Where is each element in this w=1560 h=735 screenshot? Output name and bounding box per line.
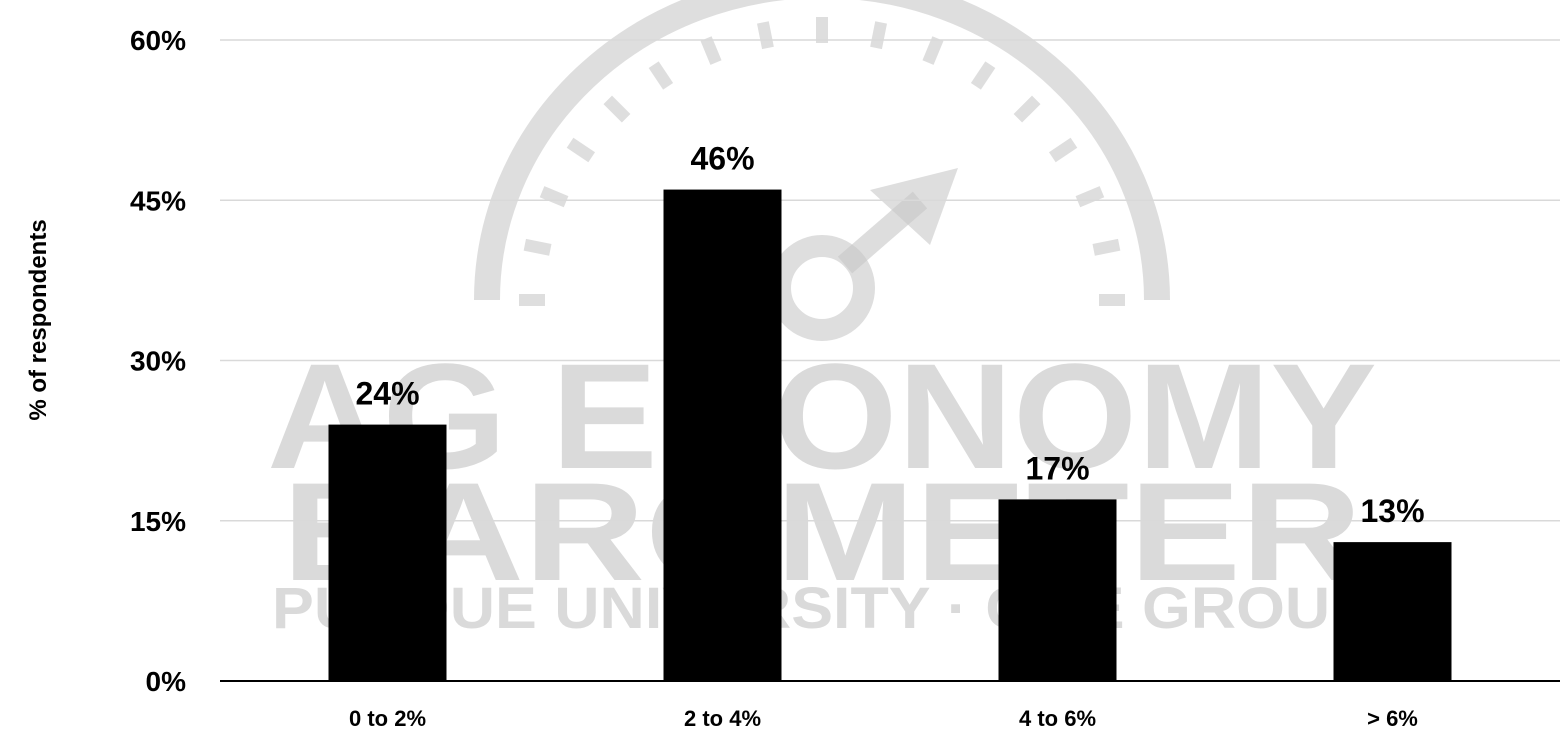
gauge-tick [922, 36, 944, 65]
data-label: 46% [690, 141, 754, 177]
gauge-arrow-icon [870, 168, 958, 245]
gauge-tick [757, 21, 774, 50]
watermark-line2: BAROMETER [282, 453, 1362, 610]
gauge-tick [1092, 238, 1121, 256]
gauge-tick [1099, 294, 1125, 306]
y-tick-label: 0% [146, 666, 187, 697]
gauge-tick [870, 21, 887, 50]
gauge-tick [1075, 186, 1105, 208]
gridlines [220, 39, 1560, 522]
gauge-tick [816, 17, 828, 43]
y-tick-label: 30% [130, 346, 186, 377]
y-axis-tick-labels: 0% 15% 30% 45% 60% [130, 25, 186, 697]
gauge-tick [566, 137, 596, 163]
x-category-label: 2 to 4% [684, 706, 761, 731]
bar [998, 499, 1117, 681]
data-label: 24% [355, 376, 419, 412]
gauge-tick [519, 294, 545, 306]
gauge-tick [970, 61, 996, 90]
bar [328, 424, 447, 681]
gauge-arc-icon [474, 0, 1170, 301]
gauge-tick [700, 36, 722, 65]
x-category-label: 4 to 6% [1019, 706, 1096, 731]
bar [1333, 542, 1452, 681]
gauge-tick [1013, 95, 1041, 123]
x-category-label: > 6% [1367, 706, 1418, 731]
bar [663, 189, 782, 682]
data-label: 17% [1025, 450, 1089, 486]
y-tick-label: 60% [130, 25, 186, 56]
gauge-tick [1048, 137, 1078, 163]
y-tick-label: 15% [130, 506, 186, 537]
gauge-tick [523, 238, 552, 256]
y-tick-label: 45% [130, 185, 186, 216]
watermark-line3: PURDUE UNIVERSITY · CME GROUP [272, 576, 1372, 641]
gauge-tick [603, 95, 631, 123]
bars [328, 189, 1452, 682]
data-label: 13% [1360, 493, 1424, 529]
x-axis-category-labels: 0 to 2% 2 to 4% 4 to 6% > 6% [349, 706, 1418, 731]
y-axis-title: % of respondents [25, 219, 52, 420]
gauge-tick [648, 61, 674, 90]
x-category-label: 0 to 2% [349, 706, 426, 731]
data-labels: 24% 46% 17% 13% [355, 141, 1424, 530]
gauge-ticks-icon [519, 17, 1125, 306]
gauge-tick [539, 186, 569, 208]
